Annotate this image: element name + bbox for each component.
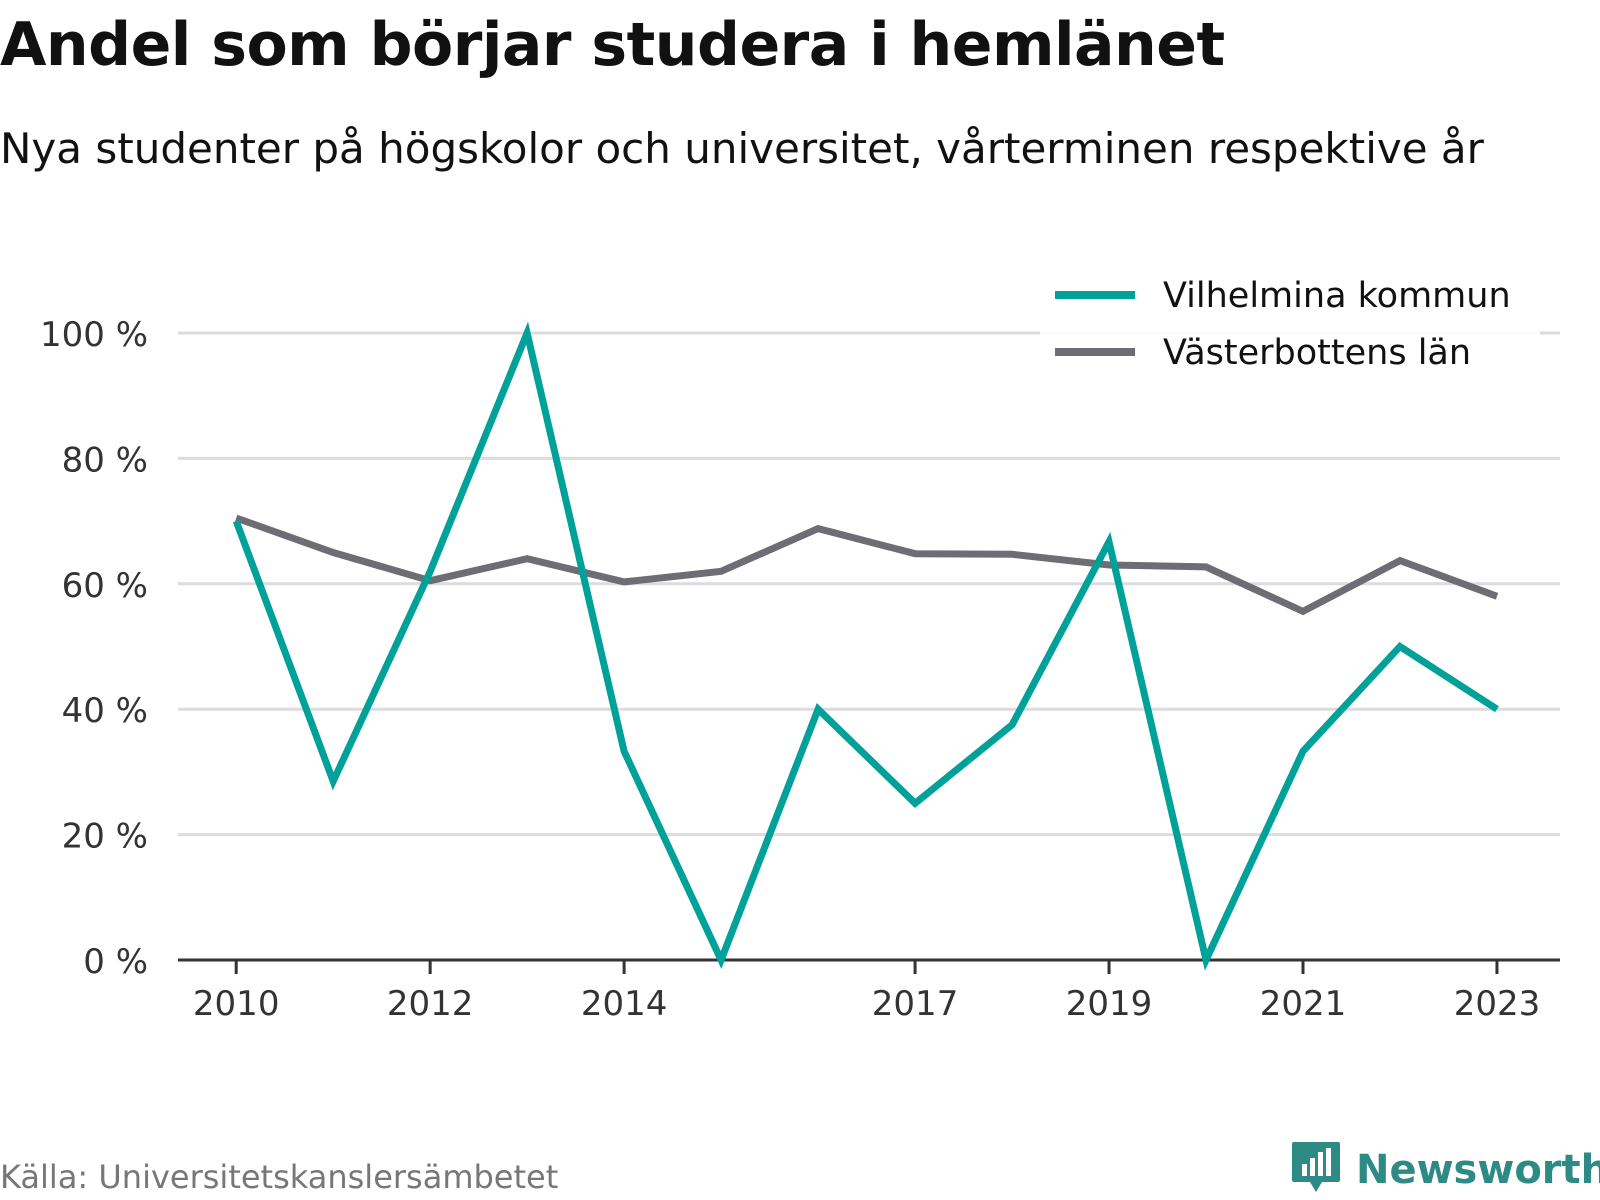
y-tick-label: 0 % [83, 942, 148, 982]
x-tick-label: 2012 [387, 984, 474, 1024]
newsworthy-logo-icon [1292, 1142, 1340, 1192]
x-tick-label: 2014 [581, 984, 668, 1024]
y-tick-label: 80 % [62, 440, 148, 480]
series-line-vasterbotten [235, 514, 1499, 616]
legend-background [1040, 268, 1540, 378]
x-tick-label: 2021 [1260, 984, 1347, 1024]
line-chart: 0 %20 %40 %60 %80 %100 % 2010 2012 2014 201… [39, 268, 1560, 1024]
y-tick-label: 40 % [62, 691, 148, 731]
x-tick-label: 2010 [193, 984, 280, 1024]
legend-label: Västerbottens län [1163, 333, 1471, 373]
brand-name: Newsworthy [1356, 1147, 1600, 1193]
x-axis: 2010 2012 2014 2017 2019 2021 2023 [178, 958, 1560, 1024]
source-note: Källa: Universitetskanslersämbetet [0, 1158, 559, 1196]
chart-title: Andel som börjar studera i hemlänet [0, 10, 1225, 80]
series-lines [232, 321, 1499, 971]
chart-subtitle: Nya studenter på högskolor och universit… [0, 124, 1484, 173]
y-tick-label: 20 % [62, 817, 148, 857]
y-tick-label: 60 % [62, 566, 148, 606]
legend: Vilhelmina kommun Västerbottens län [1040, 268, 1540, 378]
series-line-vilhelmina [232, 321, 1499, 971]
x-tick-label: 2019 [1066, 984, 1153, 1024]
x-tick-label: 2017 [872, 984, 959, 1024]
x-tick-label: 2023 [1454, 984, 1541, 1024]
legend-label: Vilhelmina kommun [1163, 276, 1511, 316]
y-axis-ticks: 0 % 20 % 40 % 60 % 80 % 100 % [40, 315, 148, 982]
y-tick-label: 100 % [40, 315, 148, 355]
brand-logo: Newsworthy [1290, 1140, 1600, 1200]
